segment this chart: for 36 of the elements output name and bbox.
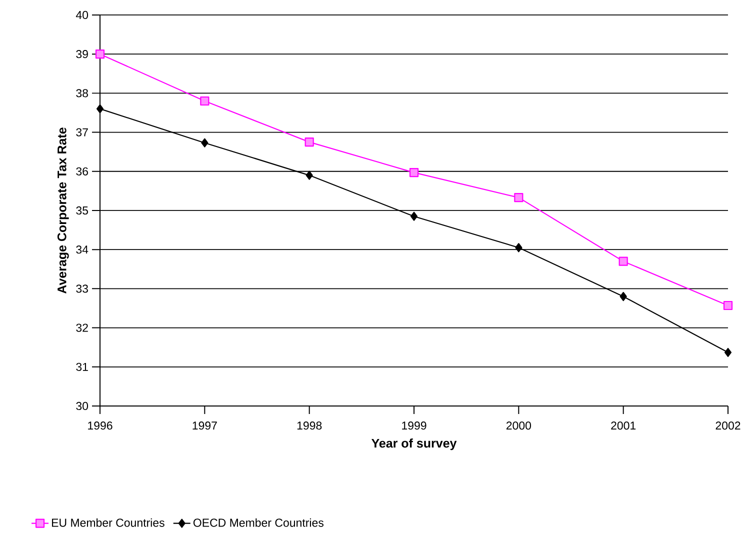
y-tick-label: 37 [76, 128, 88, 136]
x-axis-title: Year of survey [371, 438, 457, 450]
x-tick-label: 1999 [402, 422, 426, 430]
x-tick-label: 2002 [716, 422, 740, 430]
x-tick-label: 1996 [88, 422, 112, 430]
point [724, 348, 732, 357]
point [200, 96, 210, 106]
point [304, 138, 314, 147]
y-tick-label: 31 [76, 362, 88, 371]
y-tick-label: 39 [76, 50, 88, 58]
y-tick-label: 35 [76, 206, 88, 215]
y-tick-label: 36 [76, 167, 88, 176]
y-tick-label: 34 [76, 246, 88, 254]
x-tick-label: 1997 [192, 422, 217, 430]
point [723, 300, 733, 310]
y-tick-label: 30 [76, 402, 88, 410]
point [515, 243, 522, 252]
x-tick-label: 2000 [506, 422, 532, 430]
point [620, 292, 627, 302]
y-tick-label: 38 [76, 89, 88, 98]
point [618, 256, 628, 266]
point [410, 212, 418, 221]
legend-label: OECD Member Countries [193, 518, 324, 527]
y-axis-title: Average Corporate Tax Rate [57, 128, 69, 294]
point [201, 138, 208, 148]
point [306, 170, 313, 180]
legend-label: EU Member Countries [52, 518, 164, 527]
y-tick-label: 33 [76, 284, 88, 293]
y-tick-label: 40 [76, 10, 88, 20]
x-tick-label: 1998 [297, 422, 322, 430]
point [96, 104, 104, 114]
point [409, 168, 419, 178]
point [95, 50, 105, 59]
y-tick-label: 32 [76, 324, 88, 332]
point [514, 193, 524, 202]
x-tick-label: 2001 [611, 422, 636, 430]
